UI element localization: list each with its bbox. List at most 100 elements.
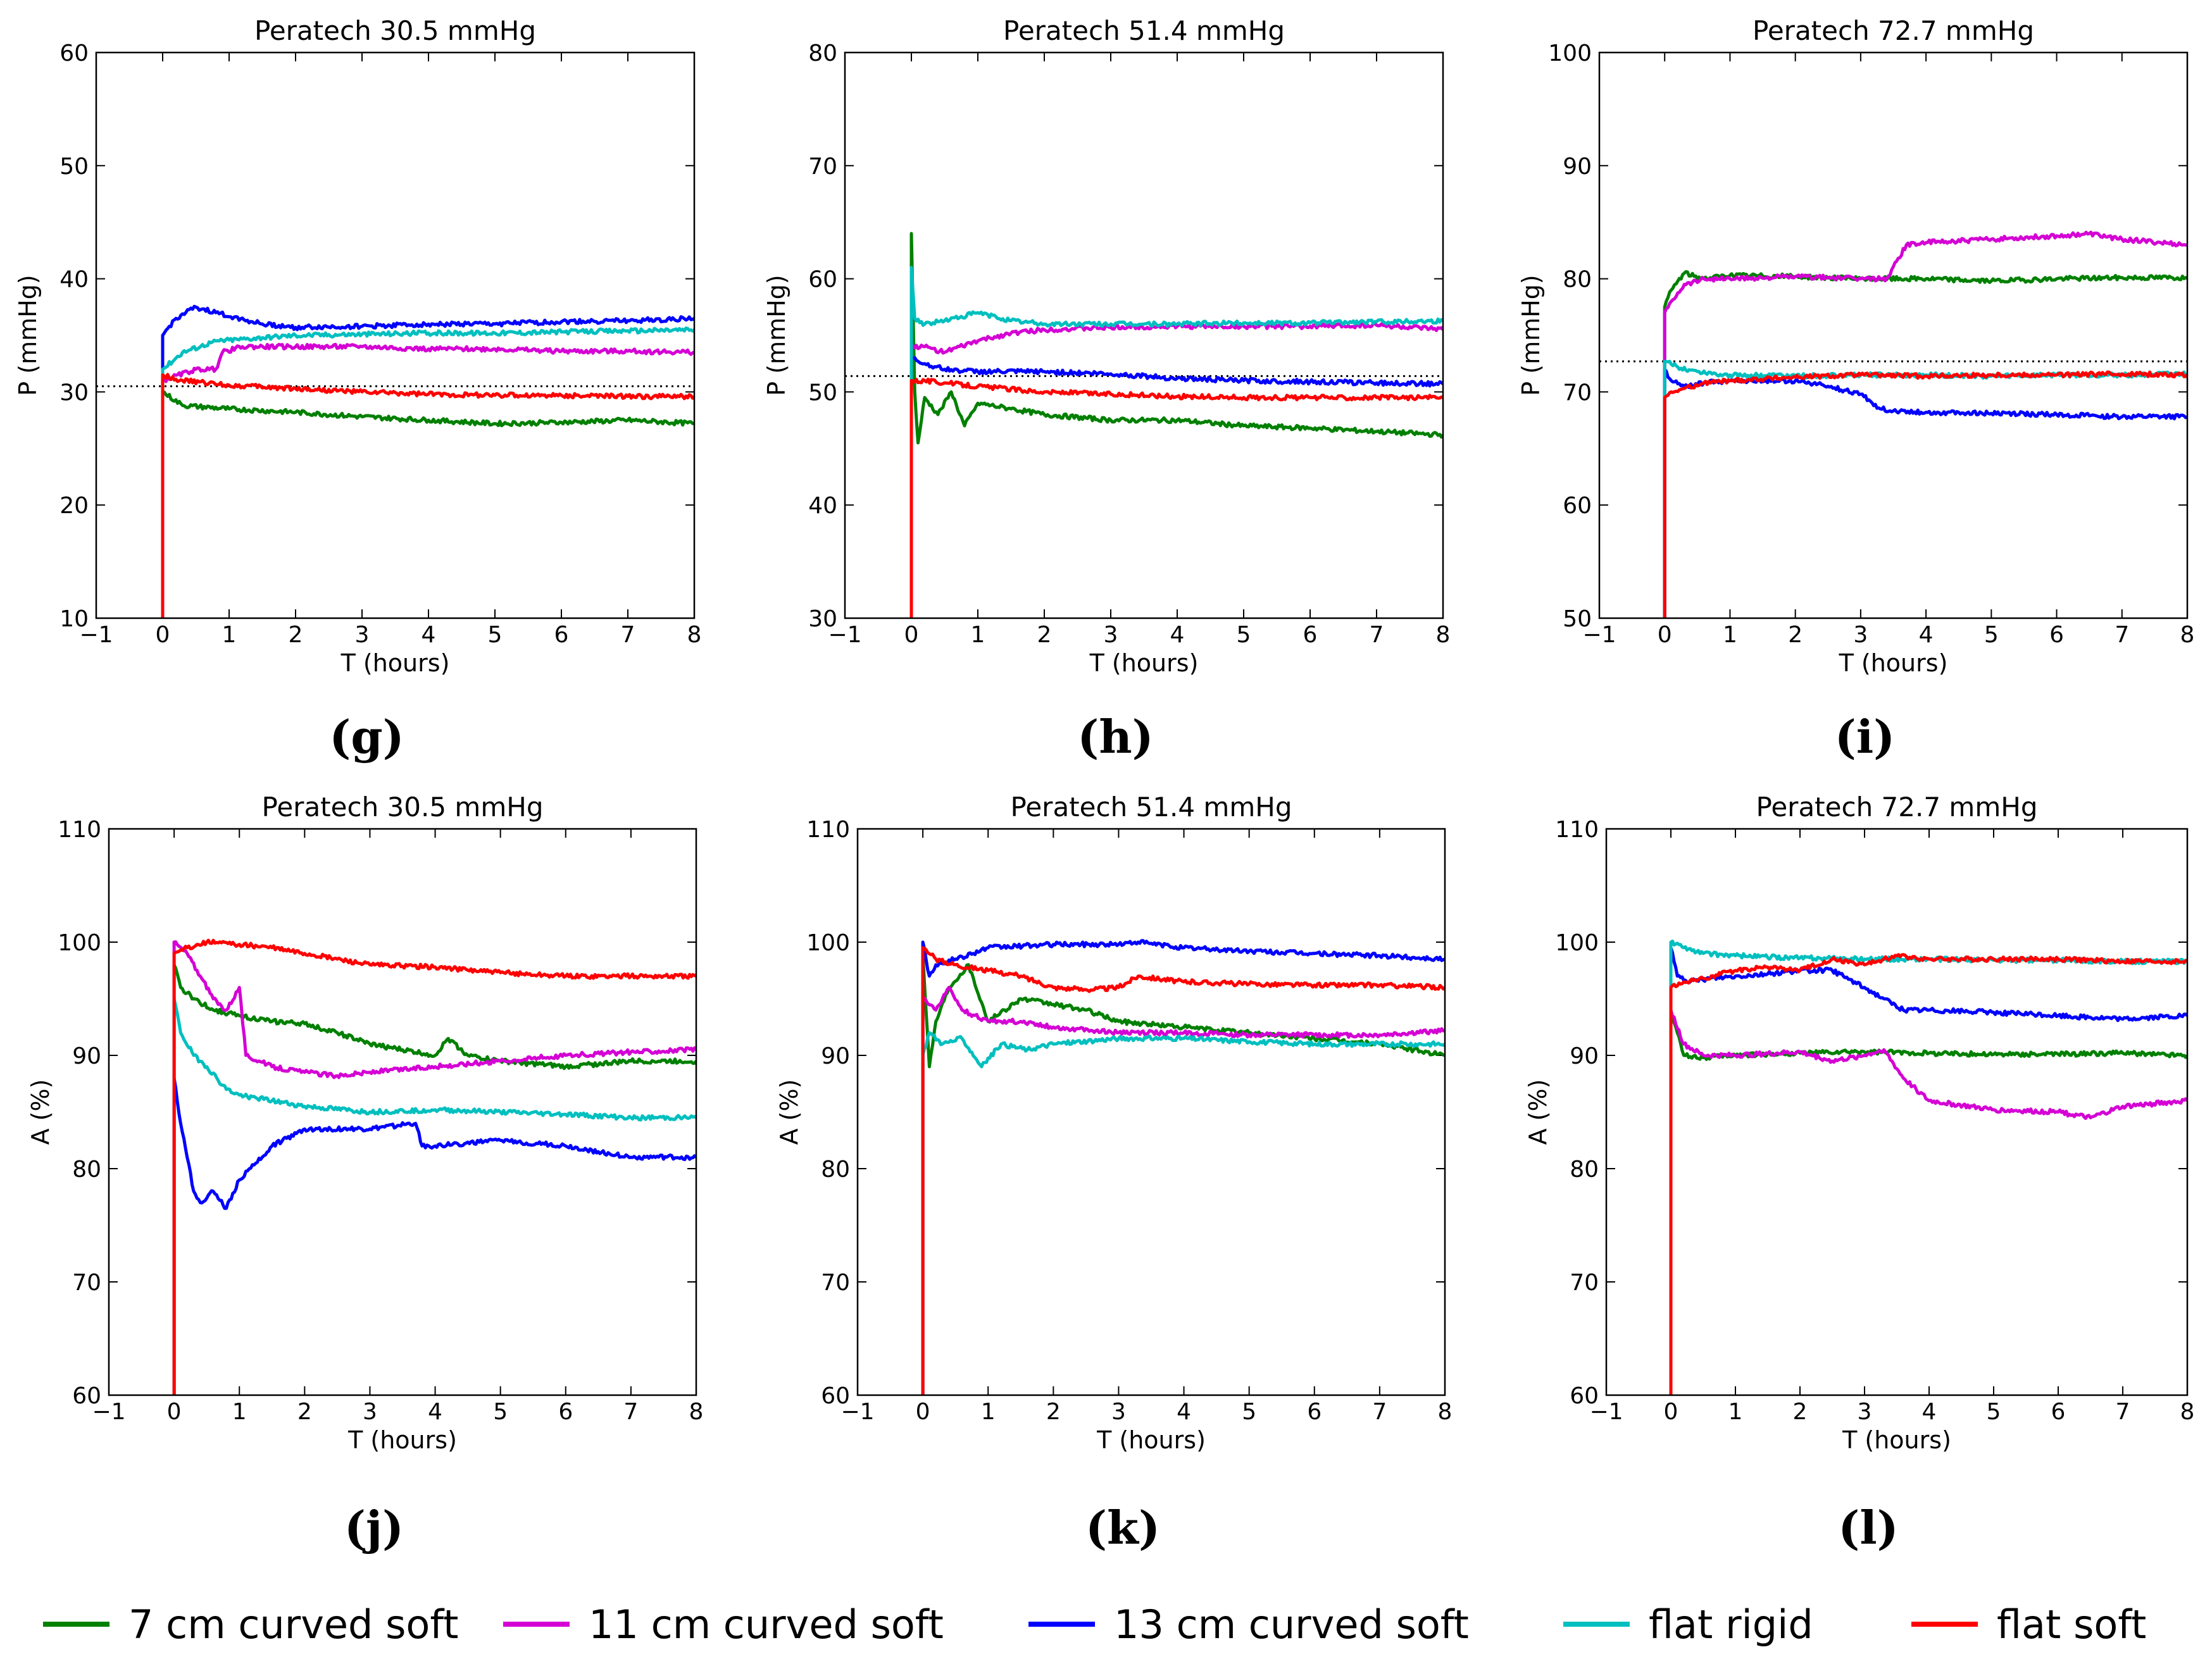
panel-letter: (j) <box>344 1501 404 1555</box>
y-tick-label: 100 <box>806 930 850 956</box>
x-tick-label: 2 <box>1788 622 1803 648</box>
y-tick-label: 80 <box>808 40 837 66</box>
plot-area <box>1669 940 2187 1395</box>
legend-item-4: flat soft <box>1911 1601 2146 1648</box>
chart-title: Peratech 72.7 mmHg <box>1753 15 2034 46</box>
series-line-4 <box>909 377 1443 618</box>
y-tick-label: 20 <box>59 493 89 519</box>
legend: 7 cm curved soft 11 cm curved soft 13 cm c… <box>43 1601 2146 1648</box>
y-axis-label: A (%) <box>27 1079 54 1145</box>
x-tick-label: 0 <box>1664 1399 1678 1425</box>
y-tick-label: 90 <box>821 1043 850 1069</box>
chart-title: Peratech 30.5 mmHg <box>254 15 536 46</box>
x-tick-label: 6 <box>1307 1399 1322 1425</box>
legend-item-3: flat rigid <box>1563 1601 1813 1648</box>
y-tick-label: 110 <box>1555 817 1599 843</box>
x-tick-label: 3 <box>1104 622 1118 648</box>
x-axis-label: T (hours) <box>1839 649 1948 677</box>
series-line-1 <box>909 322 1443 618</box>
y-axis-label: A (%) <box>1524 1079 1552 1145</box>
y-tick-label: 70 <box>72 1270 101 1296</box>
x-tick-label: 8 <box>687 622 702 648</box>
plot-frame <box>856 828 1446 1396</box>
x-tick-label: 0 <box>904 622 919 648</box>
x-tick-label: 1 <box>971 622 985 648</box>
series-line-2 <box>909 356 1443 618</box>
x-tick-label: −1 <box>1582 622 1616 648</box>
x-tick-label: 6 <box>554 622 569 648</box>
x-axis-label: T (hours) <box>1096 1426 1206 1454</box>
y-tick-label: 90 <box>1570 1043 1599 1069</box>
x-tick-label: 7 <box>2115 622 2129 648</box>
x-axis-label: T (hours) <box>341 649 450 677</box>
x-tick-label: −1 <box>840 1399 874 1425</box>
x-tick-label: 7 <box>621 622 635 648</box>
y-tick-label: 30 <box>808 606 837 632</box>
y-axis-label: A (%) <box>775 1079 803 1145</box>
series-line-1 <box>921 986 1445 1395</box>
x-tick-label: 5 <box>493 1399 508 1425</box>
x-tick-label: 4 <box>1170 622 1185 648</box>
x-tick-label: −1 <box>828 622 861 648</box>
y-tick-label: 30 <box>59 380 89 406</box>
x-tick-label: 6 <box>558 1399 573 1425</box>
series-line-0 <box>1663 270 2187 618</box>
series-line-0 <box>161 390 694 618</box>
y-tick-label: 50 <box>808 380 837 406</box>
chart-title: Peratech 51.4 mmHg <box>1003 15 1285 46</box>
x-tick-label: 6 <box>1303 622 1318 648</box>
y-tick-label: 50 <box>1563 606 1592 632</box>
x-tick-label: 3 <box>1853 622 1868 648</box>
y-tick-label: 110 <box>58 817 101 843</box>
x-tick-label: 3 <box>1111 1399 1126 1425</box>
x-tick-label: 2 <box>1793 1399 1808 1425</box>
x-axis-label: T (hours) <box>347 1426 457 1454</box>
plot-frame <box>844 51 1444 619</box>
plot-frame <box>95 51 696 619</box>
x-tick-label: 8 <box>1438 1399 1453 1425</box>
x-tick-label: 1 <box>1723 622 1737 648</box>
x-tick-label: 0 <box>1658 622 1672 648</box>
y-tick-label: 100 <box>58 930 101 956</box>
x-tick-label: 0 <box>167 1399 182 1425</box>
series-line-2 <box>172 1076 696 1395</box>
y-tick-label: 80 <box>72 1157 101 1183</box>
chart-panel-3: −1 0 1 2 3 4 5 6 7 8 60 70 80 90 100 110 Peratech 30.5 m… <box>27 792 703 1555</box>
x-tick-label: 5 <box>1237 622 1251 648</box>
x-axis-label: T (hours) <box>1089 649 1199 677</box>
y-tick-label: 40 <box>808 493 837 519</box>
y-tick-label: 70 <box>808 154 837 180</box>
y-tick-label: 60 <box>1563 493 1592 519</box>
x-tick-label: 7 <box>1370 622 1384 648</box>
legend-label: 11 cm curved soft <box>589 1601 944 1648</box>
y-axis-label: P (mmHg) <box>763 275 790 395</box>
chart-title: Peratech 72.7 mmHg <box>1756 792 2038 823</box>
plot-area <box>161 304 694 618</box>
x-tick-label: 5 <box>1984 622 1999 648</box>
series-line-3 <box>161 326 694 618</box>
y-tick-label: 90 <box>1563 154 1592 180</box>
y-tick-label: 100 <box>1548 40 1592 66</box>
x-axis-label: T (hours) <box>1842 1426 1951 1454</box>
series-line-4 <box>1663 370 2187 618</box>
plot-area <box>909 232 1443 618</box>
series-line-1 <box>161 342 694 618</box>
series-line-4 <box>161 373 694 618</box>
y-tick-label: 60 <box>59 40 89 66</box>
x-tick-label: 7 <box>623 1399 638 1425</box>
plot-area <box>172 938 696 1395</box>
series-line-4 <box>921 946 1445 1395</box>
series-line-3 <box>172 997 696 1395</box>
legend-item-0: 7 cm curved soft <box>43 1601 458 1648</box>
x-tick-label: 2 <box>297 1399 312 1425</box>
x-tick-label: 7 <box>2116 1399 2130 1425</box>
x-tick-label: 6 <box>2051 1399 2066 1425</box>
x-tick-label: 5 <box>488 622 503 648</box>
x-tick-label: 5 <box>1987 1399 2001 1425</box>
series-line-4 <box>172 938 696 1395</box>
x-tick-label: 8 <box>2180 622 2195 648</box>
x-tick-label: 4 <box>1919 622 1934 648</box>
y-tick-label: 80 <box>1570 1157 1599 1183</box>
x-tick-label: 7 <box>1372 1399 1387 1425</box>
